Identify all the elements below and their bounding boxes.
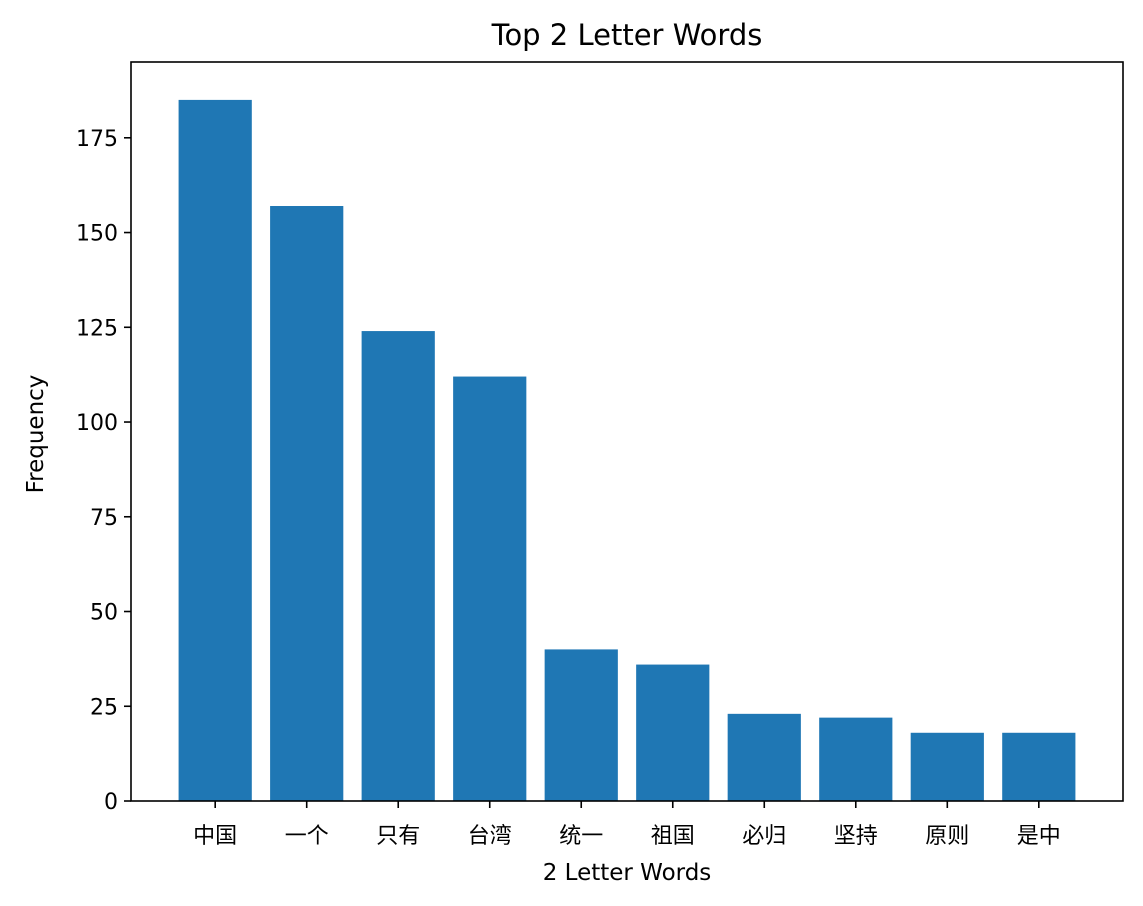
bar-8 [819,717,893,801]
x-tick-label: 只有 [376,824,420,849]
chart-title: Top 2 Letter Words [491,18,763,52]
bar-6 [636,664,710,801]
x-tick-label: 祖国 [651,824,695,849]
x-tick-label: 中国 [193,824,237,849]
x-tick-label: 一个 [285,824,329,849]
plot-frame [130,61,1124,802]
x-tick-label: 原则 [925,824,969,849]
bar-1 [178,99,252,801]
bar-5 [544,649,618,801]
y-axis-ticks: 0 25 50 75 100 125 150 175 [76,127,131,815]
y-tick-label: 125 [76,316,118,341]
y-tick-label: 0 [104,790,118,815]
x-tick-label: 台湾 [468,824,512,849]
x-tick-label: 是中 [1017,824,1061,849]
bar-4 [453,376,527,801]
y-tick-label: 50 [90,601,118,626]
y-tick-label: 175 [76,127,118,152]
x-tick-label: 统一 [559,824,603,849]
bar-7 [727,713,801,801]
y-tick-label: 100 [76,411,118,436]
y-tick-label: 75 [90,506,118,531]
bars [178,99,1076,801]
bar-9 [910,732,984,801]
x-axis-ticks: 中国 一个 只有 台湾 统一 祖国 必归 坚持 原则 是中 [193,801,1061,849]
bar-10 [1002,732,1076,801]
y-axis-label: Frequency [23,375,49,494]
y-tick-label: 25 [90,695,118,720]
bar-2 [270,206,344,801]
x-tick-label: 坚持 [834,824,878,849]
bar-3 [361,331,435,801]
x-tick-label: 必归 [742,824,786,849]
y-tick-label: 150 [76,222,118,247]
x-axis-label: 2 Letter Words [543,860,712,886]
